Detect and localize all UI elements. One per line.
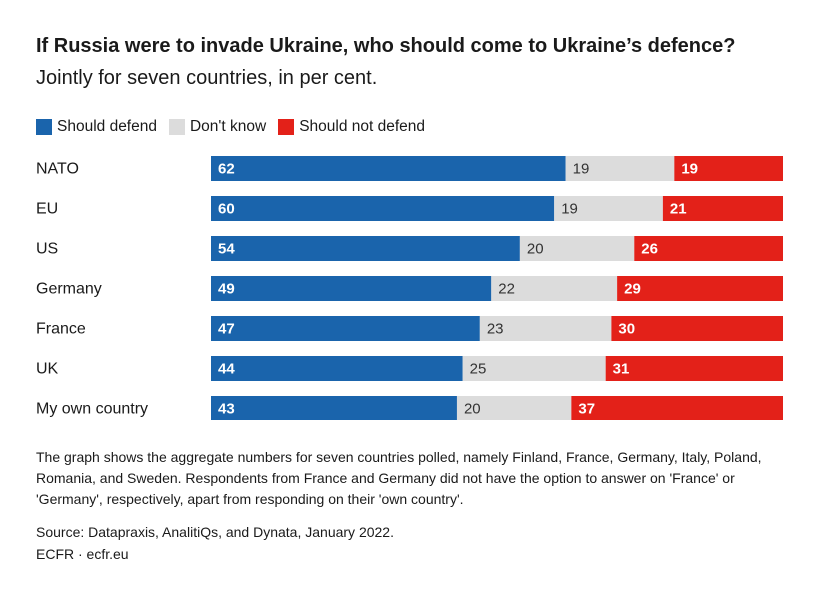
legend-swatch-dont-know: [168, 119, 185, 135]
chart-credit: ECFR · ecfr.eu: [36, 546, 129, 562]
value-label-defend: 60: [218, 201, 235, 218]
stacked-bar-chart: NATO 62 19 19 EU 60 19 21 US 54 20 26 Germany 49 22 29 F…: [36, 156, 783, 420]
value-label-defend: 44: [218, 361, 235, 378]
chart-title-bold: If Russia were to invade Ukraine, who sh…: [36, 35, 736, 57]
bar-not-defend: [662, 196, 783, 221]
legend-label-dont-know: Don't know: [189, 118, 267, 135]
row-label: US: [36, 241, 58, 258]
legend-label-defend: Should defend: [57, 118, 157, 135]
value-label-dont-know: 19: [561, 201, 578, 218]
value-label-not-defend: 29: [624, 281, 641, 298]
legend-label-not-defend: Should not defend: [299, 118, 426, 135]
bar-not-defend: [605, 356, 783, 381]
value-label-defend: 49: [218, 281, 235, 298]
value-label-defend: 47: [218, 321, 235, 338]
chart-title-rest: Jointly for seven countries, in per cent…: [36, 67, 378, 89]
legend: Should defend Don't know Should not defe…: [36, 117, 437, 137]
value-label-defend: 43: [218, 401, 235, 418]
value-label-dont-know: 23: [487, 321, 504, 338]
bar-dont-know: [554, 196, 663, 221]
bar-dont-know: [491, 276, 618, 301]
value-label-not-defend: 19: [681, 161, 698, 178]
legend-item-not-defend: Should not defend: [278, 118, 425, 136]
row-label: UK: [36, 361, 59, 378]
value-label-dont-know: 25: [470, 361, 487, 378]
bar-dont-know: [462, 356, 606, 381]
bar-not-defend: [674, 156, 783, 181]
value-label-dont-know: 22: [498, 281, 515, 298]
value-label-not-defend: 30: [618, 321, 635, 338]
bar-dont-know: [479, 316, 612, 341]
bar-defend: [211, 236, 520, 261]
bar-defend: [211, 356, 463, 381]
bar-not-defend: [634, 236, 783, 261]
bar-dont-know: [519, 236, 635, 261]
bar-defend: [211, 156, 566, 181]
row-label: EU: [36, 201, 58, 218]
chart-note: The graph shows the aggregate numbers fo…: [36, 449, 762, 507]
value-label-not-defend: 37: [578, 401, 595, 418]
value-label-dont-know: 19: [573, 161, 590, 178]
bar-defend: [211, 316, 480, 341]
bar-dont-know: [565, 156, 675, 181]
value-label-dont-know: 20: [527, 241, 544, 258]
bar-not-defend: [571, 396, 783, 420]
row-label: NATO: [36, 161, 79, 178]
bar-dont-know: [456, 396, 572, 420]
value-label-not-defend: 31: [613, 361, 630, 378]
bar-defend: [211, 196, 555, 221]
bar-defend: [211, 396, 457, 420]
chart-title: If Russia were to invade Ukraine, who sh…: [36, 30, 796, 94]
legend-item-dont-know: Don't know: [168, 118, 267, 136]
legend-swatch-not-defend: [278, 119, 295, 135]
bar-not-defend: [617, 276, 783, 301]
value-label-defend: 62: [218, 161, 235, 178]
chart-source: Source: Datapraxis, AnalitiQs, and Dynat…: [36, 524, 394, 540]
row-label: France: [36, 321, 86, 338]
value-label-not-defend: 26: [641, 241, 658, 258]
value-label-defend: 54: [218, 241, 235, 258]
value-label-not-defend: 21: [670, 201, 687, 218]
bar-not-defend: [611, 316, 783, 341]
row-label: My own country: [36, 401, 148, 418]
bar-defend: [211, 276, 492, 301]
legend-swatch-defend: [36, 119, 52, 135]
row-label: Germany: [36, 281, 102, 298]
value-label-dont-know: 20: [464, 401, 481, 418]
legend-item-defend: Should defend: [36, 118, 157, 136]
